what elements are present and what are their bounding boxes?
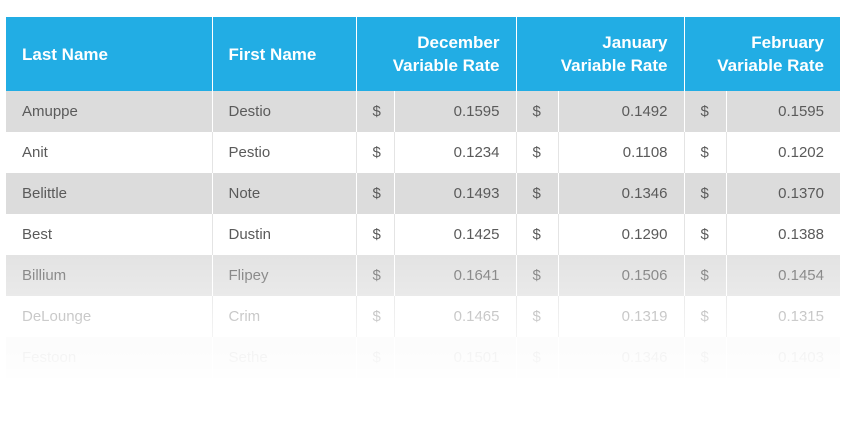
cell-currency-symbol: $ [684, 296, 727, 337]
cell-december-rate: 0.1641 [394, 255, 517, 296]
table-row: Belittle Note $ 0.1493 $ 0.1346 $ 0.1370 [6, 173, 840, 214]
cell-currency-symbol: $ [516, 337, 559, 378]
cell-currency-symbol: $ [516, 173, 559, 214]
cell-february-rate: 0.1202 [726, 132, 840, 173]
cell-currency-symbol: $ [356, 255, 395, 296]
variable-rates-table: Last Name First Name December Variable R… [6, 17, 840, 378]
cell-currency-symbol: $ [516, 132, 559, 173]
cell-currency-symbol: $ [356, 337, 395, 378]
cell-currency-symbol: $ [684, 337, 727, 378]
header-february-month: February [751, 33, 824, 52]
cell-last-name: Billium [6, 255, 213, 296]
cell-december-rate: 0.1425 [394, 214, 517, 255]
cell-december-rate: 0.1234 [394, 132, 517, 173]
rates-table-container: Last Name First Name December Variable R… [6, 17, 840, 380]
cell-currency-symbol: $ [356, 132, 395, 173]
cell-january-rate: 0.1492 [558, 91, 685, 132]
header-first-name[interactable]: First Name [212, 17, 357, 91]
header-last-name[interactable]: Last Name [6, 17, 213, 91]
cell-currency-symbol: $ [516, 91, 559, 132]
cell-first-name: Flipey [212, 255, 357, 296]
cell-february-rate: 0.1403 [726, 337, 840, 378]
cell-last-name: Belittle [6, 173, 213, 214]
cell-currency-symbol: $ [684, 255, 727, 296]
cell-last-name: Festoon [6, 337, 213, 378]
cell-currency-symbol: $ [516, 255, 559, 296]
cell-first-name: Sethe [212, 337, 357, 378]
header-january-month: January [602, 33, 668, 52]
cell-currency-symbol: $ [356, 296, 395, 337]
cell-first-name: Destio [212, 91, 357, 132]
cell-february-rate: 0.1388 [726, 214, 840, 255]
cell-january-rate: 0.1319 [558, 296, 685, 337]
cell-currency-symbol: $ [356, 173, 395, 214]
cell-last-name: Best [6, 214, 213, 255]
header-december-rate[interactable]: December Variable Rate [356, 17, 517, 91]
cell-february-rate: 0.1454 [726, 255, 840, 296]
header-january-label: Variable Rate [560, 56, 668, 75]
cell-last-name: Amuppe [6, 91, 213, 132]
cell-last-name: DeLounge [6, 296, 213, 337]
table-row: Billium Flipey $ 0.1641 $ 0.1506 $ 0.145… [6, 255, 840, 296]
cell-january-rate: 0.1346 [558, 337, 685, 378]
cell-currency-symbol: $ [684, 214, 727, 255]
cell-december-rate: 0.1493 [394, 173, 517, 214]
table-row: DeLounge Crim $ 0.1465 $ 0.1319 $ 0.1315 [6, 296, 840, 337]
header-february-label: Variable Rate [717, 56, 824, 75]
cell-currency-symbol: $ [684, 173, 727, 214]
cell-january-rate: 0.1108 [558, 132, 685, 173]
cell-first-name: Pestio [212, 132, 357, 173]
cell-currency-symbol: $ [516, 296, 559, 337]
header-december-label: Variable Rate [392, 56, 500, 75]
table-row: Best Dustin $ 0.1425 $ 0.1290 $ 0.1388 [6, 214, 840, 255]
cell-january-rate: 0.1290 [558, 214, 685, 255]
cell-december-rate: 0.1465 [394, 296, 517, 337]
header-december-month: December [417, 33, 500, 52]
header-row: Last Name First Name December Variable R… [6, 17, 840, 91]
table-header: Last Name First Name December Variable R… [6, 17, 840, 91]
cell-currency-symbol: $ [684, 91, 727, 132]
table-body: Amuppe Destio $ 0.1595 $ 0.1492 $ 0.1595… [6, 91, 840, 378]
cell-first-name: Note [212, 173, 357, 214]
cell-currency-symbol: $ [684, 132, 727, 173]
cell-first-name: Crim [212, 296, 357, 337]
cell-currency-symbol: $ [356, 214, 395, 255]
cell-january-rate: 0.1346 [558, 173, 685, 214]
cell-december-rate: 0.1501 [394, 337, 517, 378]
cell-currency-symbol: $ [356, 91, 395, 132]
cell-february-rate: 0.1370 [726, 173, 840, 214]
cell-first-name: Dustin [212, 214, 357, 255]
table-row: Amuppe Destio $ 0.1595 $ 0.1492 $ 0.1595 [6, 91, 840, 132]
header-february-rate[interactable]: February Variable Rate [684, 17, 840, 91]
cell-last-name: Anit [6, 132, 213, 173]
cell-february-rate: 0.1595 [726, 91, 840, 132]
header-january-rate[interactable]: January Variable Rate [516, 17, 685, 91]
cell-currency-symbol: $ [516, 214, 559, 255]
cell-january-rate: 0.1506 [558, 255, 685, 296]
cell-february-rate: 0.1315 [726, 296, 840, 337]
table-row: Anit Pestio $ 0.1234 $ 0.1108 $ 0.1202 [6, 132, 840, 173]
table-row: Festoon Sethe $ 0.1501 $ 0.1346 $ 0.1403 [6, 337, 840, 378]
cell-december-rate: 0.1595 [394, 91, 517, 132]
